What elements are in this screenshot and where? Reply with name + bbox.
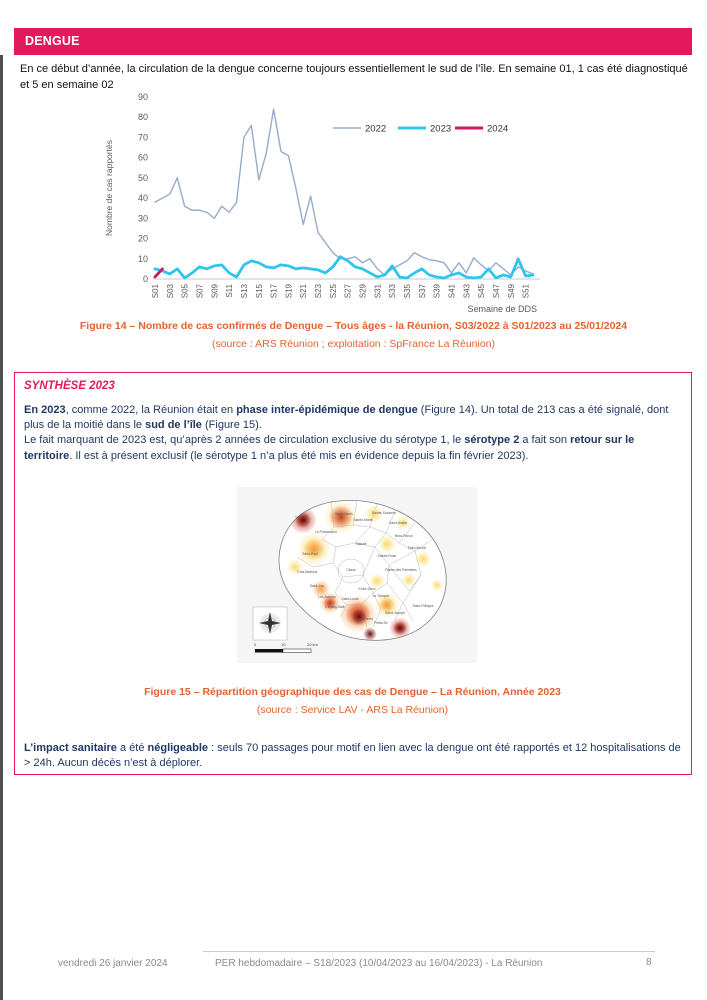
x-tick: S47 [492, 283, 501, 298]
series-2022-line [154, 108, 534, 276]
legend-label-2023: 2023 [430, 124, 451, 135]
map-label: Salazie [355, 542, 366, 546]
map-label: Les Avirons [318, 595, 336, 599]
figure14-source: (source : ARS Réunion ; exploitation : S… [211, 338, 496, 350]
x-tick: S41 [447, 283, 456, 298]
y-tick: 40 [138, 193, 148, 203]
map-label: Saint-Joseph [385, 611, 405, 615]
x-tick: S23 [314, 283, 323, 298]
scale-10: 10 [281, 642, 286, 647]
footer-date: vendredi 26 janvier 2024 [58, 958, 168, 969]
x-tick: S11 [225, 283, 234, 297]
x-tick: S21 [299, 283, 308, 298]
reunion-heatmap: Le Port Saint-Denis Sainte-Marie Sainte-Suz… [237, 487, 477, 663]
y-tick: 20 [138, 234, 148, 244]
x-tick: S29 [359, 283, 368, 298]
y-tick: 90 [138, 92, 148, 102]
legend-label-2024: 2024 [487, 124, 508, 135]
x-tick: S17 [270, 283, 279, 298]
map-label: Petite-Île [374, 621, 387, 625]
synthese-title: SYNTHÈSE 2023 [24, 380, 115, 392]
map-label: Saint-Philippe [413, 604, 434, 608]
map-label: Saint-Benoît [408, 546, 427, 550]
x-tick: S27 [344, 283, 353, 298]
x-tick: S15 [255, 283, 264, 298]
map-label: Saint-Leu [310, 584, 325, 588]
figure15-caption: Figure 15 – Répartition géographique des… [144, 686, 561, 698]
x-axis-label: Semaine de DDS [467, 304, 537, 314]
x-tick: S31 [373, 283, 382, 298]
map-label: Saint-Paul [302, 552, 318, 556]
footer-page-number: 8 [646, 957, 652, 968]
x-tick: S19 [284, 283, 293, 298]
cases-line-chart-svg: 0 10 20 30 40 50 60 70 80 90 S01 S03 S05 S07 S09 S11 S13… [104, 92, 540, 314]
map-label: Sainte-Rose [378, 554, 397, 558]
y-tick: 50 [138, 173, 148, 183]
impact-paragraph: L’impact sanitaire a été négligeable : s… [24, 742, 681, 770]
x-tick: S33 [388, 283, 397, 298]
synthese-paragraph-1: En 2023, comme 2022, la Réunion était en… [24, 404, 669, 432]
section-title: DENGUE [25, 34, 80, 48]
map-label: L'Étang-Salé [325, 604, 344, 609]
map-label: Bras-Panon [395, 534, 413, 538]
x-tick: S09 [210, 283, 219, 298]
map-label: Entre-Deux [358, 587, 375, 591]
figure14-caption: Figure 14 – Nombre de cas confirmés de D… [79, 320, 628, 332]
map-commune-labels: Le Port Saint-DenisSainte-MarieSainte-Suz… [296, 511, 434, 625]
y-tick: 70 [138, 132, 148, 142]
page-edge-shadow [0, 55, 3, 1000]
footer-divider [203, 951, 655, 952]
map-label: Plaine des Palmistes [385, 568, 417, 572]
x-tick: S37 [418, 283, 427, 298]
synthese-paragraph-2: Le fait marquant de 2023 est, qu’après 2… [24, 434, 635, 462]
map-label: Le Port [296, 515, 307, 519]
y-tick: 0 [143, 274, 148, 284]
x-tick: S51 [522, 283, 531, 298]
section-header-dengue: DENGUE [14, 28, 692, 55]
case-heat-blobs [287, 500, 443, 641]
x-tick: S43 [462, 283, 471, 298]
map-label: Saint-Louis [342, 597, 359, 601]
compass-rose [252, 606, 288, 641]
x-tick: S01 [151, 283, 160, 298]
scale-0: 0 [254, 642, 257, 647]
map-label: Sainte-Marie [353, 518, 372, 522]
footer-report-title: PER hebdomadaire – S18/2023 (10/04/2023 … [215, 958, 543, 969]
synthese-2023-box: SYNTHÈSE 2023 En 2023, comme 2022, la Ré… [14, 372, 692, 775]
y-tick: 10 [138, 254, 148, 264]
x-tick: S45 [477, 283, 486, 298]
map-label: La Possession [315, 530, 337, 534]
y-tick: 30 [138, 213, 148, 223]
series-2023-line [153, 255, 535, 280]
synthese-text: En 2023, comme 2022, la Réunion était en… [24, 403, 682, 464]
x-tick: S13 [240, 283, 249, 298]
map-label: Cilaos [346, 568, 356, 572]
x-tick: S35 [403, 283, 412, 298]
x-tick: S25 [329, 283, 338, 298]
map-label: Sainte-Suzanne [372, 511, 396, 515]
reunion-map-svg: Le Port Saint-DenisSainte-MarieSainte-Suz… [252, 499, 447, 653]
series-2024-line [153, 267, 164, 279]
scale-20km: 20 km [307, 642, 319, 647]
map-label: Trois-Bassins [297, 570, 318, 574]
intro-paragraph: En ce début d’année, la circulation de l… [20, 63, 688, 91]
map-label: Saint-Pierre [355, 617, 373, 621]
dengue-cases-chart: 0 10 20 30 40 50 60 70 80 90 S01 S03 S05 S07 S09 S11 S13… [100, 90, 570, 320]
map-scale-bar: 0 10 20 km [254, 642, 319, 653]
y-tick: 60 [138, 153, 148, 163]
legend-label-2022: 2022 [365, 124, 386, 135]
map-label: Le Tampon [373, 594, 390, 598]
figure15-source: (source : Service LAV - ARS La Réunion) [256, 704, 449, 716]
x-tick: S49 [507, 283, 516, 298]
map-label: Saint-André [389, 521, 407, 525]
x-tick: S03 [166, 283, 175, 298]
map-label: Saint-Denis [335, 512, 353, 516]
x-tick: S39 [433, 283, 442, 298]
x-tick: S07 [195, 283, 204, 298]
y-axis-label: Nombre de cas rapportés [104, 140, 114, 236]
x-tick: S05 [181, 283, 190, 298]
y-tick: 80 [138, 112, 148, 122]
